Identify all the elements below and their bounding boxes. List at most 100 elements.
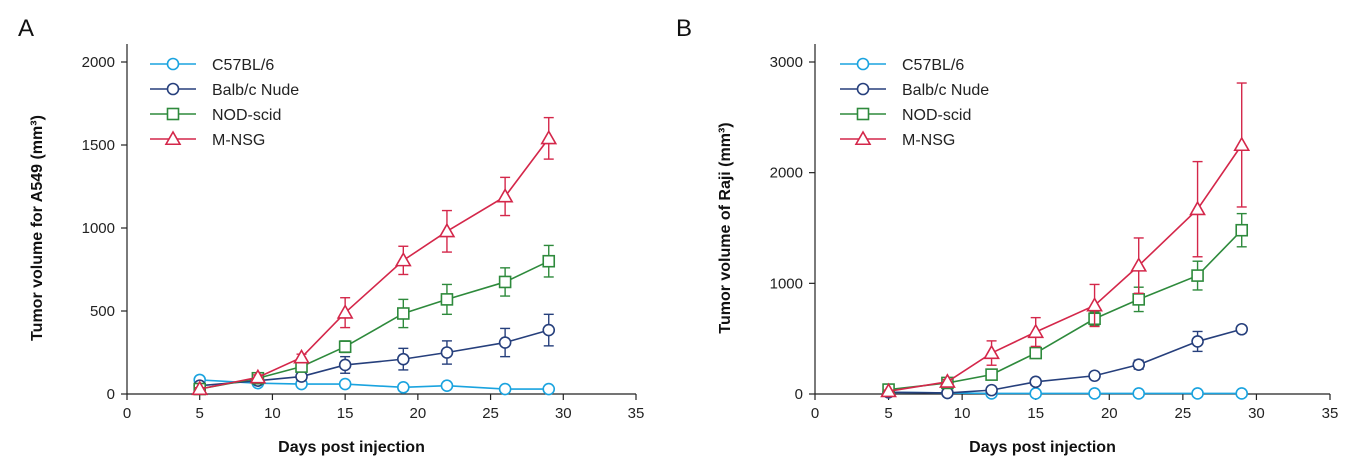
panel-b-series-m-nsg-point [1189,200,1206,216]
panel-b-series-m-nsg-point [939,373,956,388]
panel-a-x-tick-label: 5 [196,405,204,422]
panel-a-series-m-nsg-point [496,187,514,203]
panel-b-series-m-nsg-point [1086,296,1103,312]
panel-b-series-m-nsg-point [1233,136,1251,152]
panel-b-series-balb-c-nude-line [888,328,1242,394]
panel-b-legend-item-c57bl-6-marker [856,57,870,71]
panel-b: B 0 5 10 15 20 25 30 35 0 1000 2000 3000 Days post in… [676,15,1338,456]
panel-b-series-m-nsg [880,82,1251,398]
panel-a-x-tick-label: 30 [555,405,572,422]
panel-b-legend-item-m-nsg-label: M-NSG [902,132,955,149]
panel-a-series-c57bl-6-point [338,377,352,391]
panel-a-legend-item-m-nsg-label: M-NSG [212,132,265,149]
panel-b-series-nod-scid-point [1029,346,1043,360]
panel-b-series-m-nsg-point [1130,257,1148,272]
panel-a-series-m-nsg-point [438,222,456,238]
panel-a-series-nod-scid [193,244,556,396]
panel-a-series-balb-c-nude-point [440,346,454,359]
panel-a-legend-item-nod-scid-label: NOD-scid [212,107,281,124]
panel-b-series-m-nsg-point [880,382,897,398]
panel-a-series-c57bl-6 [193,373,556,396]
panel-b-legend-item-balb-c-nude-marker [856,82,870,96]
panel-b-series-balb-c-nude-point [1029,375,1043,389]
panel-a-legend-item-balb-c-nude-label: Balb/c Nude [212,82,299,99]
panel-a-x-tick-label: 25 [482,405,499,422]
panel-a-y-tick-label: 1500 [82,137,115,154]
panel-a-x-tick-label: 10 [264,405,281,422]
panel-b-series-m-nsg-line [888,144,1243,393]
panel-a-legend: C57BL/6 Balb/c Nude NOD-scid M-NSG [150,57,299,149]
panel-b-series-c57bl-6-point [1191,387,1204,400]
panel-a-series-c57bl-6-point [440,379,454,393]
panel-b-series-balb-c-nude-point [985,383,998,397]
panel-a-legend-item-m-nsg-marker [164,130,182,146]
panel-b-y-tick-label: 0 [795,386,803,403]
panel-a-series-balb-c-nude-point [338,358,352,372]
panel-a-series-m-nsg-point [336,304,354,319]
panel-b-legend-item-nod-scid-label: NOD-scid [902,107,971,124]
panel-a-x-tick-label: 20 [410,405,427,422]
panel-b-series-nod-scid-line [888,229,1243,391]
panel-b-y-tick-label: 2000 [770,165,803,182]
panel-b-y-tick-label: 3000 [770,54,803,71]
panel-a-series-m-nsg-point [293,348,310,364]
panel-a-x-tick-label: 35 [628,405,645,422]
panel-b-legend-item-balb-c-nude-label: Balb/c Nude [902,82,989,99]
panel-b-x-axis-title: Days post injection [969,439,1116,456]
panel-a: A 0 5 10 15 20 25 30 35 0 500 1000 1500 2000 Days post… [18,15,644,456]
panel-b-series-nod-scid-point [985,368,998,381]
panel-a-series-balb-c-nude-line [199,329,549,387]
panel-b-series-balb-c-nude [882,322,1249,400]
panel-a-legend-item-nod-scid-marker [166,107,180,121]
panel-b-legend-item-c57bl-6-label: C57BL/6 [902,57,964,74]
panel-b-series-nod-scid-point [1132,293,1146,306]
panel-a-letter: A [18,15,34,42]
panel-a-series-balb-c-nude-point [498,336,512,349]
panel-a-series-m-nsg-line [199,137,550,390]
panel-b-series-m-nsg-point [1027,323,1045,339]
panel-b-series-balb-c-nude-point [1191,335,1204,348]
panel-b-series-c57bl-6-point [1132,387,1146,400]
panel-b-letter: B [676,15,692,42]
panel-a-series-m-nsg-point [191,380,209,396]
panel-a-series-nod-scid-point [440,293,454,306]
panel-b-series-c57bl-6-point [1029,387,1043,400]
panel-a-series-m-nsg [191,116,558,396]
panel-a-y-axis-title: Tumor volume for A549 (mm³) [29,115,46,341]
panel-a-x-tick-label: 0 [123,405,131,422]
panel-a-series-nod-scid-point [338,340,352,353]
panel-b-x-tick-label: 10 [954,405,971,422]
panel-b-series-balb-c-nude-point [1132,358,1146,371]
panel-a-series-balb-c-nude-point [397,352,410,366]
panel-a-legend-item-balb-c-nude-marker [166,82,180,96]
panel-b-series-nod-scid [882,212,1249,396]
panel-b-series-balb-c-nude-point [1235,322,1249,336]
panel-b-x-tick-label: 5 [884,405,892,422]
panel-b-y-axis-title: Tumor volume of Raji (mm³) [717,122,734,333]
panel-a-legend-item-c57bl-6-label: C57BL/6 [212,57,274,74]
panel-b-x-tick-label: 30 [1248,405,1265,422]
panel-a-series-m-nsg-point [394,251,412,267]
panel-a-y-tick-label: 2000 [82,54,115,71]
panel-a-series-nod-scid-point [397,307,410,320]
panel-a-y-tick-label: 1000 [82,220,115,237]
panel-b-x-tick-label: 0 [811,405,819,422]
panel-b-x-tick-label: 15 [1027,405,1044,422]
panel-a-x-axis-title: Days post injection [278,439,425,456]
panel-b-series-c57bl-6-point [1235,387,1249,400]
panel-a-legend-item-c57bl-6-marker [166,57,180,71]
panel-b-x-tick-label: 20 [1101,405,1118,422]
panel-b-x-tick-label: 25 [1175,405,1192,422]
panel-b-legend: C57BL/6 Balb/c Nude NOD-scid M-NSG [840,57,989,149]
panel-a-series-c57bl-6-point [498,382,512,396]
panel-a-series-m-nsg-point [540,129,558,145]
panel-b-series-nod-scid-point [1191,269,1204,282]
panel-b-y-tick-label: 1000 [770,275,803,292]
panel-a-series-c57bl-6-point [397,381,410,394]
panel-b-series-balb-c-nude-point [1088,369,1101,383]
panel-b-series-nod-scid-point [1235,223,1249,237]
panel-a-series-nod-scid-point [542,254,556,268]
panel-b-legend-item-m-nsg-marker [854,130,872,146]
